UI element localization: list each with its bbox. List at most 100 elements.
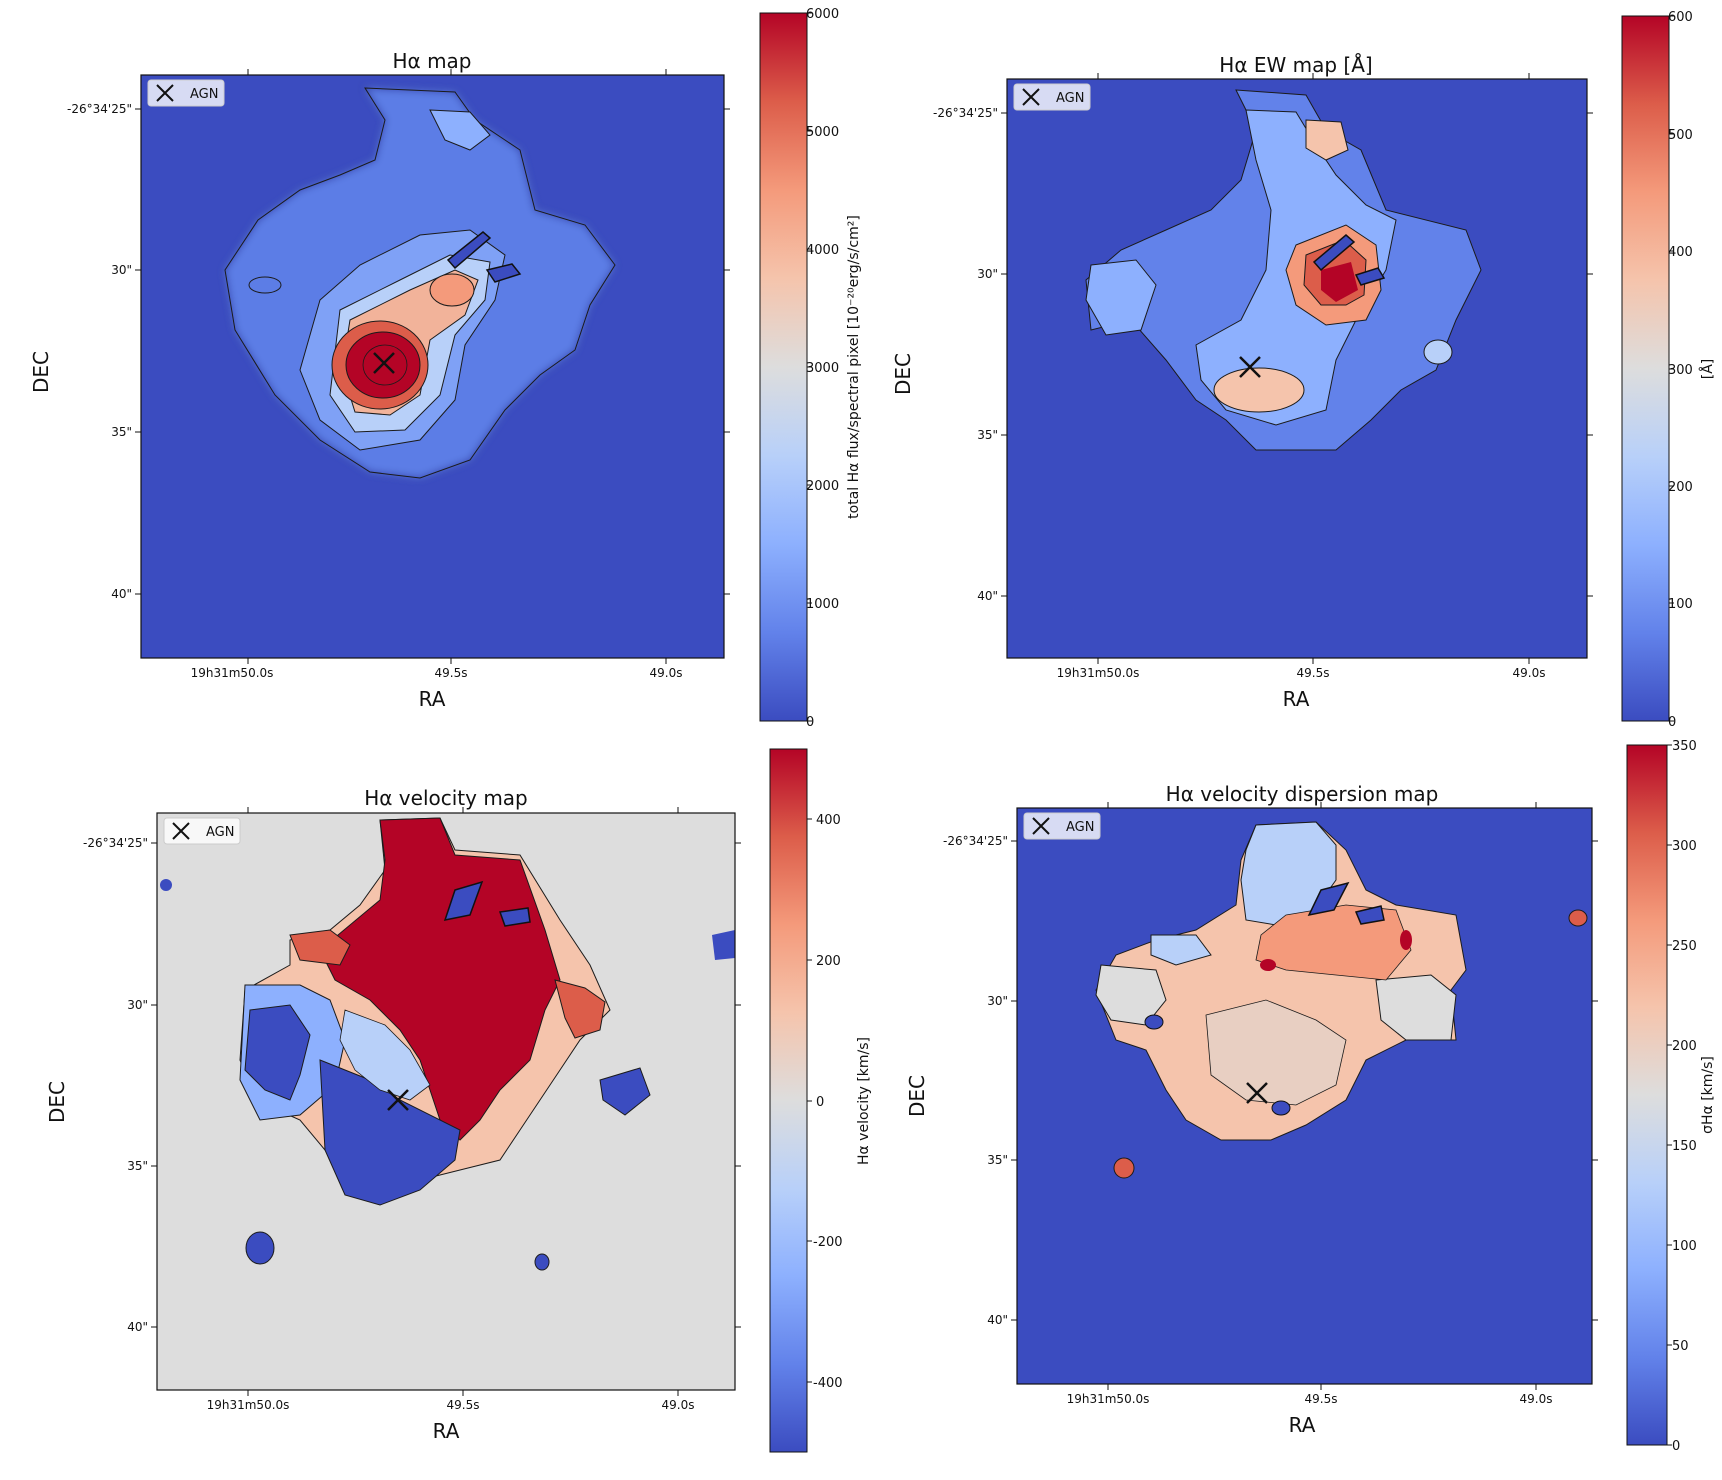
ha-velocity-dispersion-map-xlabel: RA: [1289, 1413, 1316, 1437]
ha-map-cbtick-5: 5000: [806, 125, 839, 140]
ha-ew-map-ytick-2: 35": [977, 428, 998, 442]
ha-map-cbtick-1: 1000: [806, 597, 839, 612]
ha-ew-map-legend: AGN: [1013, 83, 1091, 111]
ha-velocity-dispersion-map-legend-label: AGN: [1066, 820, 1094, 835]
ha-velocity-map-colorbar: -400 -200 0 200 400 Hα velocity [km/s]: [769, 748, 872, 1453]
ha-velocity-dispersion-map-ytick-0: -26°34'25": [943, 834, 1008, 848]
ha-map-ytick-1: 30": [111, 263, 132, 277]
ha-map-xtick-2: 49.0s: [650, 666, 683, 680]
ha-velocity-map-xlabel: RA: [433, 1419, 460, 1443]
ha-ew-map-cbtick-1: 100: [1668, 597, 1693, 612]
ha-velocity-dispersion-map-xtick-1: 49.5s: [1305, 1392, 1338, 1406]
ha-velocity-map-cbtick-1: -200: [813, 1235, 843, 1250]
ha-ew-map-ylabel: DEC: [891, 353, 915, 395]
ha-velocity-map-svg: Hα velocity map AGN 19h31m50.0s 49.5s 49…: [45, 748, 872, 1453]
panel-ha-velocity-dispersion-map: Hα velocity dispersion map AGN 19h31m50.…: [866, 739, 1722, 1480]
ha-velocity-dispersion-map-image: [1017, 808, 1592, 1384]
ha-velocity-map-y-ticks: [151, 842, 741, 1328]
ha-velocity-map-cbtick-4: 400: [816, 813, 841, 828]
ha-ew-map-cbtick-6: 600: [1668, 10, 1693, 25]
ha-velocity-dispersion-map-x-ticks: [1107, 802, 1537, 1390]
ha-velocity-dispersion-map-frame: [1016, 807, 1593, 1385]
ha-ew-map-ytick-1: 30": [977, 267, 998, 281]
ha-ew-map-agn-marker: [1239, 356, 1261, 378]
ha-ew-map-image: [1007, 79, 1587, 658]
panel-ha-ew-map: Hα EW map [Å] AGN 19h31m50.0s 49.5s 49.0…: [866, 0, 1722, 740]
ha-velocity-dispersion-map-cbtick-4: 200: [1672, 1039, 1697, 1054]
ha-map-ytick-3: 40": [111, 587, 132, 601]
ha-ew-map-xtick-2: 49.0s: [1513, 666, 1546, 680]
ha-velocity-map-legend: AGN: [163, 817, 241, 845]
ha-map-cbtick-4: 4000: [806, 243, 839, 258]
ha-velocity-dispersion-map-legend: AGN: [1023, 812, 1101, 840]
ha-velocity-map-cbtick-3: 200: [816, 954, 841, 969]
ha-map-agn-marker: [373, 352, 395, 374]
ha-map-cblabel: total Hα flux/spectral pixel [10⁻²⁰erg/s…: [846, 215, 862, 519]
ha-ew-map-svg: Hα EW map [Å] AGN 19h31m50.0s 49.5s 49.0…: [891, 10, 1716, 730]
ha-map-cbtick-2: 2000: [806, 479, 839, 494]
ha-map-ytick-0: -26°34'25": [67, 102, 132, 116]
ha-velocity-map-ytick-1: 30": [127, 998, 148, 1012]
ha-velocity-dispersion-map-xtick-2: 49.0s: [1520, 1392, 1553, 1406]
ha-map-image: [141, 75, 724, 658]
ha-ew-map-cbtick-5: 500: [1668, 128, 1693, 143]
agn-marker-icon: [156, 84, 174, 102]
ha-map-colorbar: 0 1000 2000 3000 4000 5000 6000 total Hα…: [759, 7, 862, 730]
ha-ew-map-cbtick-0: 0: [1668, 715, 1676, 730]
ha-velocity-map-ytick-3: 40": [127, 1320, 148, 1334]
ha-ew-map-cbtick-3: 300: [1668, 363, 1693, 378]
panel-ha-velocity-map: Hα velocity map AGN 19h31m50.0s 49.5s 49…: [0, 740, 872, 1480]
ha-ew-map-xtick-0: 19h31m50.0s: [1057, 666, 1140, 680]
ha-map-legend: AGN: [147, 79, 225, 107]
ha-ew-map-cblabel: [Å]: [1699, 359, 1716, 380]
ha-map-ylabel: DEC: [29, 351, 53, 393]
ha-velocity-map-legend-label: AGN: [206, 825, 234, 840]
ha-velocity-map-ylabel: DEC: [45, 1081, 69, 1123]
ha-velocity-map-cblabel: Hα velocity [km/s]: [856, 1037, 872, 1165]
agn-marker-icon: [1022, 88, 1040, 106]
ha-velocity-dispersion-map-ylabel: DEC: [905, 1075, 929, 1117]
ha-map-svg: Hα map AGN 19h31m50.0s 49.5s 49.0s -26°3…: [29, 7, 862, 730]
ha-map-x-ticks: [247, 69, 667, 664]
ha-velocity-map-ytick-0: -26°34'25": [83, 836, 148, 850]
ha-map-y-ticks: [135, 108, 730, 595]
ha-velocity-map-xtick-2: 49.0s: [662, 1398, 695, 1412]
ha-velocity-map-x-ticks: [247, 807, 679, 1396]
ha-velocity-dispersion-map-cbtick-1: 50: [1672, 1339, 1689, 1354]
ha-map-xtick-0: 19h31m50.0s: [191, 666, 274, 680]
ha-velocity-map-image: [157, 813, 735, 1390]
ha-ew-map-xtick-1: 49.5s: [1297, 666, 1330, 680]
ha-velocity-dispersion-map-cbtick-2: 100: [1672, 1239, 1697, 1254]
ha-velocity-dispersion-map-ytick-1: 30": [987, 994, 1008, 1008]
ha-ew-map-y-ticks: [1001, 112, 1593, 597]
ha-map-ytick-2: 35": [111, 425, 132, 439]
ha-velocity-dispersion-map-ytick-2: 35": [987, 1153, 1008, 1167]
ha-velocity-dispersion-map-cbtick-0: 0: [1672, 1439, 1680, 1454]
ha-velocity-dispersion-map-svg: Hα velocity dispersion map AGN 19h31m50.…: [905, 739, 1716, 1454]
ha-ew-map-cbtick-2: 200: [1668, 480, 1693, 495]
ha-velocity-map-title: Hα velocity map: [364, 786, 528, 810]
ha-velocity-dispersion-map-title: Hα velocity dispersion map: [1166, 782, 1439, 806]
ha-ew-map-frame: [1006, 78, 1588, 659]
ha-map-cbtick-3: 3000: [806, 361, 839, 376]
ha-map-cbtick-6: 6000: [806, 7, 839, 22]
ha-velocity-map-xtick-0: 19h31m50.0s: [207, 1398, 290, 1412]
ha-velocity-dispersion-map-cbtick-7: 350: [1672, 739, 1697, 754]
ha-velocity-map-cbtick-0: -400: [813, 1376, 843, 1391]
ha-map-legend-label: AGN: [190, 87, 218, 102]
ha-map-frame: [140, 74, 725, 659]
ha-map-xlabel: RA: [419, 687, 446, 711]
ha-map-cbtick-0: 0: [806, 715, 814, 730]
ha-velocity-dispersion-map-cbtick-6: 300: [1672, 839, 1697, 854]
ha-velocity-dispersion-map-cbtick-3: 150: [1672, 1139, 1697, 1154]
ha-ew-map-cbtick-4: 400: [1668, 245, 1693, 260]
ha-velocity-map-cbtick-2: 0: [816, 1095, 824, 1110]
ha-ew-map-ytick-3: 40": [977, 589, 998, 603]
ha-ew-map-title: Hα EW map [Å]: [1219, 53, 1372, 77]
agn-marker-icon: [172, 822, 190, 840]
ha-velocity-dispersion-map-xtick-0: 19h31m50.0s: [1067, 1392, 1150, 1406]
ha-velocity-map-agn-marker: [387, 1089, 409, 1111]
ha-ew-map-x-ticks: [1097, 73, 1530, 664]
ha-ew-map-xlabel: RA: [1283, 687, 1310, 711]
ha-ew-map-ytick-0: -26°34'25": [933, 106, 998, 120]
